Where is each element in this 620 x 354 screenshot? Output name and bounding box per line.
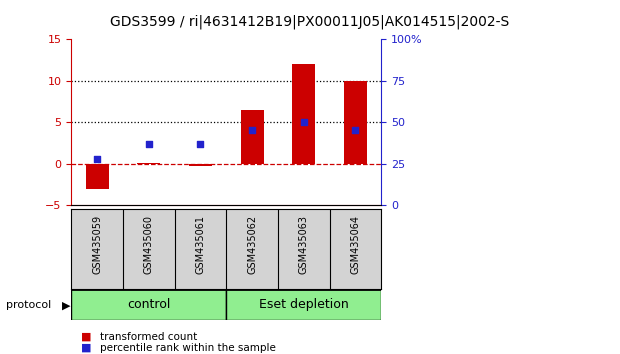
Point (247, 127, 257, 133)
Bar (137, 163, 161, 164)
Point (92, 156, 102, 161)
Point (299, 119, 309, 125)
Bar (344, 80, 367, 164)
Bar (189, 164, 212, 166)
Text: ■: ■ (81, 343, 91, 353)
Text: protocol: protocol (6, 300, 51, 310)
Text: control: control (127, 298, 170, 311)
Text: GSM435060: GSM435060 (144, 215, 154, 274)
Bar (226, 289, 381, 320)
Text: ■: ■ (81, 332, 91, 342)
Bar (86, 164, 108, 189)
Text: GSM435064: GSM435064 (350, 215, 360, 274)
Text: ▶: ▶ (62, 300, 71, 310)
Text: GSM435063: GSM435063 (299, 215, 309, 274)
Bar (292, 64, 316, 164)
Text: Eset depletion: Eset depletion (259, 298, 348, 311)
Bar (71, 289, 226, 320)
Point (195, 141, 205, 147)
Text: GSM435059: GSM435059 (92, 215, 102, 274)
Point (350, 127, 360, 133)
Text: transformed count: transformed count (100, 332, 198, 342)
Point (144, 141, 154, 147)
Text: GSM435062: GSM435062 (247, 215, 257, 274)
Text: GDS3599 / ri|4631412B19|PX00011J05|AK014515|2002-S: GDS3599 / ri|4631412B19|PX00011J05|AK014… (110, 14, 510, 29)
Text: GSM435061: GSM435061 (195, 215, 205, 274)
Text: percentile rank within the sample: percentile rank within the sample (100, 343, 277, 353)
Bar (241, 110, 264, 164)
